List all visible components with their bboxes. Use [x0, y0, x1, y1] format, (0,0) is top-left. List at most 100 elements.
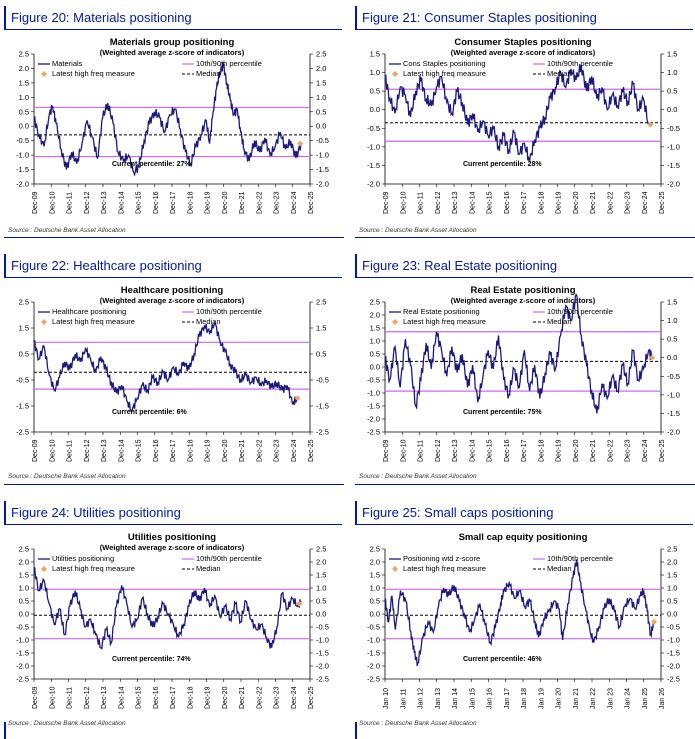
- y-tick-label-right: 0.5: [316, 107, 326, 116]
- x-tick-label: Dec-16: [153, 439, 160, 462]
- x-tick-label: Dec-18: [187, 439, 194, 462]
- y-tick-label-left: 0.0: [370, 363, 380, 372]
- y-tick-label-right: 1.5: [667, 50, 677, 59]
- y-tick-label-left: -2.0: [367, 180, 380, 189]
- legend-percentile-label: 10th/90th percentile: [196, 554, 262, 563]
- source-note: Source : Deutsche Bank Asset Allocation: [359, 473, 477, 480]
- x-tick-label: Dec-16: [504, 191, 511, 214]
- y-tick-label-right: 0.5: [667, 597, 677, 606]
- legend-latest-label: Latest high freq measure: [403, 564, 486, 573]
- legend-latest-swatch: [41, 319, 47, 325]
- x-tick-label: Dec-23: [625, 439, 632, 462]
- y-tick-label-left: -1.0: [367, 142, 380, 151]
- x-tick-label: Dec-17: [521, 191, 528, 214]
- y-tick-label-right: 1.5: [667, 571, 677, 580]
- y-tick-label-right: 0.5: [316, 597, 326, 606]
- divider: [4, 484, 344, 485]
- x-tick-label: Dec-20: [222, 191, 229, 214]
- x-tick-label: Jan 20: [556, 688, 563, 709]
- figure-title: Figure 21: Consumer Staples positioning: [355, 6, 693, 30]
- y-tick-label-left: -0.5: [367, 623, 380, 632]
- x-tick-label: Jan 11: [400, 688, 407, 709]
- y-tick-label-left: 1.5: [370, 50, 380, 59]
- y-tick-label-right: 1.0: [667, 584, 677, 593]
- divider: [355, 722, 357, 739]
- x-tick-label: Dec-12: [435, 191, 442, 214]
- y-tick-label-left: -1.5: [367, 649, 380, 658]
- y-tick-label-right: 1.5: [316, 78, 326, 87]
- x-tick-label: Dec-24: [642, 439, 649, 462]
- legend-latest-label: Latest high freq measure: [52, 69, 135, 78]
- y-tick-label-left: 0.0: [19, 122, 29, 131]
- x-tick-label: Dec-21: [590, 439, 597, 462]
- latest-marker: [297, 140, 304, 147]
- x-tick-label: Dec-10: [400, 191, 407, 214]
- x-tick-label: Dec-11: [418, 440, 425, 462]
- legend-percentile-label: 10th/90th percentile: [547, 307, 613, 316]
- x-tick-label: Dec-16: [153, 686, 160, 709]
- legend-latest-label: Latest high freq measure: [52, 317, 135, 326]
- y-tick-label-left: 2.5: [19, 545, 29, 554]
- legend-latest-swatch: [392, 319, 398, 325]
- y-tick-label-right: -0.5: [316, 623, 329, 632]
- x-tick-label: Dec-23: [274, 686, 281, 709]
- latest-marker: [649, 354, 656, 361]
- y-tick-label-right: -1.5: [667, 409, 680, 418]
- legend-series-label: Positioning wtd z-score: [403, 554, 480, 563]
- figure-title: Figure 24: Utilities positioning: [4, 501, 342, 525]
- y-tick-label-left: -1.0: [367, 636, 380, 645]
- x-tick-label: Dec-18: [538, 191, 545, 214]
- chart-subtitle: (Weighted average z-score of indicators): [100, 48, 245, 57]
- x-tick-label: Dec-13: [452, 191, 459, 214]
- x-tick-label: Dec-23: [625, 191, 632, 214]
- y-tick-label-left: 1.0: [19, 584, 29, 593]
- y-tick-label-left: 0.0: [370, 610, 380, 619]
- y-tick-label-left: -1.5: [16, 649, 29, 658]
- y-tick-label-left: 0.0: [19, 610, 29, 619]
- x-tick-label: Dec-24: [642, 191, 649, 214]
- x-tick-label: Dec-25: [308, 191, 315, 214]
- y-tick-label-left: -1.5: [367, 402, 380, 411]
- x-tick-label: Jan 25: [642, 688, 649, 709]
- y-tick-label-left: 2.0: [370, 558, 380, 567]
- y-tick-label-right: 1.5: [667, 298, 677, 307]
- y-tick-label-right: -0.5: [667, 623, 680, 632]
- x-tick-label: Dec-18: [187, 191, 194, 214]
- current-percentile-label: Current percentile: 6%: [112, 409, 187, 416]
- series-line: [33, 320, 299, 413]
- x-tick-label: Dec-24: [291, 686, 298, 709]
- y-tick-label-left: 1.0: [370, 337, 380, 346]
- y-tick-label-left: -1.0: [367, 389, 380, 398]
- x-tick-label: Dec-11: [67, 440, 74, 462]
- x-tick-label: Dec-11: [418, 192, 425, 214]
- x-tick-label: Dec-13: [101, 191, 108, 214]
- y-tick-label-left: 2.5: [370, 298, 380, 307]
- x-tick-label: Dec-15: [136, 686, 143, 709]
- y-tick-label-right: 0.5: [667, 87, 677, 96]
- x-tick-label: Jan 13: [435, 688, 442, 709]
- x-tick-label: Dec-14: [469, 439, 476, 462]
- x-tick-label: Dec-15: [136, 191, 143, 214]
- x-tick-label: Dec-25: [308, 686, 315, 709]
- x-tick-label: Dec-24: [291, 191, 298, 214]
- y-tick-label-right: 2.0: [316, 558, 326, 567]
- y-tick-label-left: -2.0: [16, 662, 29, 671]
- y-tick-label-right: 1.0: [316, 93, 326, 102]
- legend-series-label: Cons Staples positioning: [403, 59, 486, 68]
- legend-median-label: Median: [547, 69, 572, 78]
- y-tick-label-right: -0.5: [667, 124, 680, 133]
- current-percentile-label: Current percentile: 28%: [463, 161, 542, 168]
- y-tick-label-left: 0.5: [370, 87, 380, 96]
- y-tick-label-left: 0.5: [19, 597, 29, 606]
- x-tick-label: Dec-13: [452, 439, 459, 462]
- x-tick-label: Dec-14: [469, 191, 476, 214]
- legend-series-label: Real Estate positioning: [403, 307, 480, 316]
- y-tick-label-left: -0.5: [16, 136, 29, 145]
- x-tick-label: Dec-12: [84, 439, 91, 462]
- y-tick-label-right: -1.5: [667, 161, 680, 170]
- y-tick-label-right: -1.5: [316, 402, 329, 411]
- x-tick-label: Dec-22: [256, 686, 263, 709]
- y-tick-label-right: 2.0: [316, 64, 326, 73]
- y-tick-label-left: -2.5: [367, 675, 380, 684]
- y-tick-label-right: 0.5: [316, 350, 326, 359]
